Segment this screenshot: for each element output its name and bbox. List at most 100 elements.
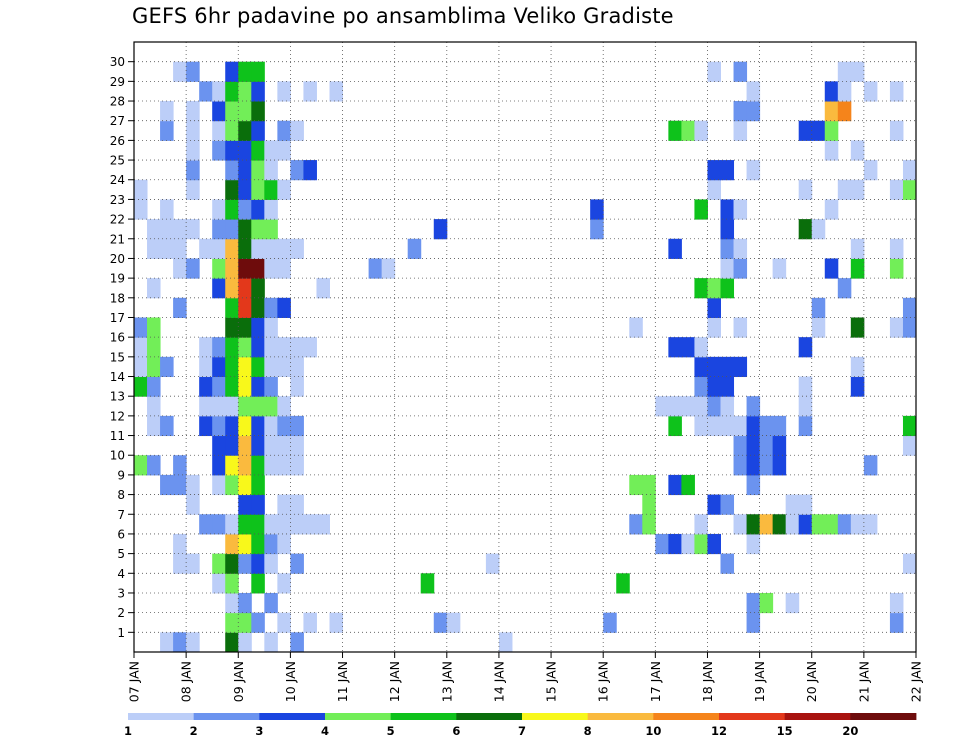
heatmap-cell — [655, 533, 669, 555]
heatmap-cell — [238, 514, 252, 535]
heatmap-cell — [863, 81, 878, 102]
heatmap-cell — [642, 514, 656, 535]
heatmap-cell — [889, 81, 904, 102]
heatmap-cell — [238, 474, 252, 496]
heatmap-cell — [212, 356, 226, 378]
y-tick-label: 3 — [117, 586, 125, 600]
heatmap-cell — [238, 179, 252, 200]
heatmap-cell — [759, 592, 774, 614]
heatmap-cell — [225, 160, 239, 181]
heatmap-cell — [837, 101, 852, 122]
heatmap-cell — [238, 160, 252, 181]
heatmap-cell — [642, 494, 656, 515]
y-tick-label: 7 — [117, 508, 125, 522]
heatmap-cell — [277, 238, 291, 259]
heatmap-cell — [733, 455, 748, 476]
colorbar-swatch — [719, 713, 786, 720]
heatmap-cell — [225, 317, 239, 338]
heatmap-cell — [850, 356, 865, 378]
heatmap-cell — [264, 199, 278, 220]
heatmap-cell — [225, 61, 239, 82]
heatmap-cell — [173, 533, 187, 555]
heatmap-cell — [212, 120, 226, 141]
heatmap-cell — [186, 632, 200, 653]
heatmap-cell — [316, 278, 330, 299]
heatmap-cell — [733, 356, 748, 378]
colorbar-label: 15 — [777, 724, 793, 738]
heatmap-cell — [720, 238, 735, 259]
heatmap-cell — [850, 376, 865, 397]
colorbar-label: 12 — [711, 724, 727, 738]
heatmap-cell — [251, 297, 265, 318]
colorbar-label: 1 — [124, 724, 132, 738]
heatmap-cell — [251, 553, 265, 574]
heatmap-cell — [772, 514, 787, 535]
grid-lines — [134, 42, 916, 652]
heatmap-cell — [251, 435, 265, 456]
heatmap-cell — [264, 435, 278, 456]
x-tick-label: 21 JAN — [856, 661, 871, 702]
heatmap-cell — [759, 435, 774, 456]
heatmap-cell — [277, 455, 291, 476]
heatmap-cell — [629, 514, 643, 535]
heatmap-cell — [694, 120, 708, 141]
heatmap-cell — [238, 435, 252, 456]
heatmap-cell — [433, 612, 448, 633]
heatmap-cell — [238, 258, 252, 279]
heatmap-cell — [850, 317, 865, 338]
y-tick-label: 23 — [110, 193, 125, 207]
heatmap-cell — [733, 317, 748, 338]
heatmap-cell — [238, 199, 252, 220]
heatmap-cell — [420, 573, 435, 594]
heatmap-cell — [668, 238, 682, 259]
heatmap-cell — [173, 219, 187, 240]
heatmap-cell — [798, 337, 813, 358]
heatmap-cell — [186, 120, 200, 141]
heatmap-cell — [147, 356, 161, 378]
colorbar-swatch — [456, 713, 523, 720]
heatmap-cell — [225, 140, 239, 161]
heatmap-cell — [134, 199, 148, 220]
x-axis: 07 JAN 08 JAN 09 JAN 10 JAN 11 JAN 12 JAN 13 J… — [127, 652, 924, 702]
heatmap-cell — [225, 297, 239, 318]
heatmap-cell — [733, 101, 748, 122]
y-tick-label: 30 — [110, 55, 125, 69]
y-axis: 1234567891011121314151617181920212223242… — [110, 55, 134, 640]
heatmap-cell — [798, 514, 813, 535]
heatmap-cell — [199, 415, 213, 437]
y-tick-label: 27 — [110, 114, 125, 128]
heatmap-cell — [225, 238, 239, 259]
heatmap-cell — [238, 356, 252, 378]
heatmap-cell — [290, 337, 304, 358]
heatmap-cell — [212, 455, 226, 476]
heatmap-cell — [251, 140, 265, 161]
heatmap-cell — [225, 376, 239, 397]
x-tick-label: 10 JAN — [283, 661, 298, 702]
y-tick-label: 9 — [117, 468, 125, 482]
heatmap-cell — [798, 415, 813, 437]
heatmap-cell — [238, 632, 252, 653]
heatmap-cell — [720, 376, 735, 397]
heatmap-cell — [290, 435, 304, 456]
heatmap-cell — [264, 592, 278, 614]
heatmap-cell — [147, 317, 161, 338]
heatmap-cell — [368, 258, 383, 279]
x-tick-label: 18 JAN — [700, 661, 715, 702]
heatmap-cell — [798, 396, 813, 417]
y-tick-label: 26 — [110, 134, 125, 148]
colorbar-swatch — [259, 713, 326, 720]
heatmap-cell — [590, 199, 604, 220]
heatmap-cell — [303, 81, 317, 102]
colorbar-label: 5 — [387, 724, 395, 738]
y-tick-label: 14 — [110, 370, 125, 384]
y-tick-label: 4 — [117, 567, 125, 581]
colorbar: 1 2 3 4 5 6 7 8 10 12 15 20 — [124, 713, 917, 738]
heatmap-cell — [277, 435, 291, 456]
heatmap-cell — [902, 160, 917, 181]
heatmap-cell — [303, 514, 317, 535]
heatmap-cell — [251, 179, 265, 200]
heatmap-cell — [277, 179, 291, 200]
heatmap-cell — [733, 435, 748, 456]
colorbar-swatch — [850, 713, 917, 720]
heatmap-cell — [290, 553, 304, 574]
